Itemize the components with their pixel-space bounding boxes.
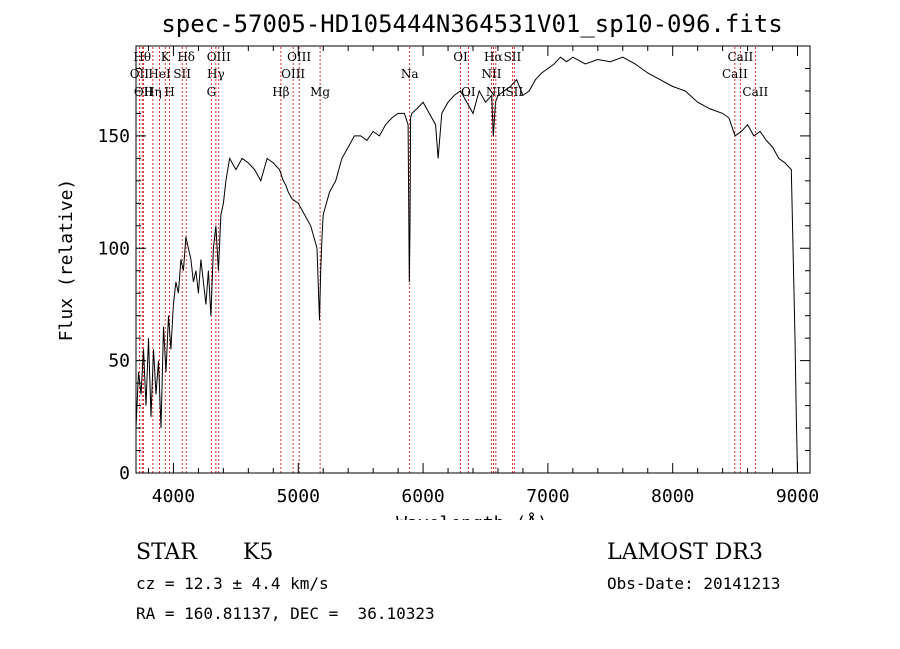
line-label-7: SII (173, 67, 191, 81)
x-tick-label-7000: 7000 (526, 486, 569, 507)
y-axis-ticks: 0 50 100 150 (97, 67, 810, 484)
line-label-26: CaII (742, 85, 768, 99)
line-label-24: CaII (722, 67, 748, 81)
line-label-15: Mg (310, 85, 330, 99)
object-type: STAR (136, 540, 197, 565)
line-label-20: Hα (484, 50, 503, 64)
line-markers (138, 47, 756, 473)
line-label-3: Hη (144, 85, 162, 99)
line-label-17: OI (453, 50, 468, 64)
x-tick-label-4000: 4000 (152, 486, 195, 507)
x-axis-label: Wavelength (Å) (396, 512, 548, 520)
line-label-25: CaII (727, 50, 753, 64)
line-label-14: OIII (287, 50, 311, 64)
line-label-0: OII (130, 67, 150, 81)
redshift-cz: cz = 12.3 ± 4.4 km/s (136, 574, 329, 593)
y-tick-label-50: 50 (108, 351, 130, 372)
line-label-23: SII (505, 85, 523, 99)
y-tick-label-150: 150 (97, 126, 130, 147)
line-label-16: Na (401, 67, 419, 81)
line-label-22: SII (504, 50, 522, 64)
line-label-9: G (207, 85, 217, 99)
line-label-21: NII (486, 85, 506, 99)
spectrum-chart: spec-57005-HD105444N364531V01_sp10-096.f… (56, 10, 819, 520)
x-tick-label-8000: 8000 (651, 486, 694, 507)
subclass: K5 (243, 540, 274, 565)
obs-date: Obs-Date: 20141213 (607, 574, 781, 593)
coordinates: RA = 160.81137, DEC = 36.10323 (136, 604, 435, 623)
survey-name: LAMOST DR3 (607, 540, 763, 565)
line-label-4: HeI (148, 67, 171, 81)
y-tick-label-100: 100 (97, 238, 130, 259)
line-label-13: OIII (281, 67, 305, 81)
line-label-5: K (161, 50, 171, 64)
x-tick-label-5000: 5000 (277, 486, 320, 507)
line-label-1: Hθ (133, 50, 151, 64)
line-label-18: OI (461, 85, 476, 99)
spectrum-line (135, 56, 798, 474)
line-label-10: Hγ (207, 67, 225, 81)
chart-title: spec-57005-HD105444N364531V01_sp10-096.f… (161, 10, 782, 38)
line-labels: OIIHθOIIHηHeIKHSIIHδGHγOIIIHβOIIIOIIIMgN… (130, 50, 769, 99)
x-tick-label-9000: 9000 (776, 486, 819, 507)
y-axis-label: Flux (relative) (56, 179, 77, 342)
plot-frame (135, 45, 811, 474)
line-label-19: NII (481, 67, 501, 81)
x-tick-label-6000: 6000 (401, 486, 444, 507)
line-label-2: OII (134, 85, 154, 99)
line-label-6: H (164, 85, 174, 99)
x-axis-ticks: 4000 5000 6000 7000 8000 9000 (147, 46, 819, 507)
y-tick-label-0: 0 (119, 463, 130, 484)
line-label-12: Hβ (272, 85, 289, 99)
line-label-11: OIII (207, 50, 231, 64)
line-label-8: Hδ (177, 50, 195, 64)
